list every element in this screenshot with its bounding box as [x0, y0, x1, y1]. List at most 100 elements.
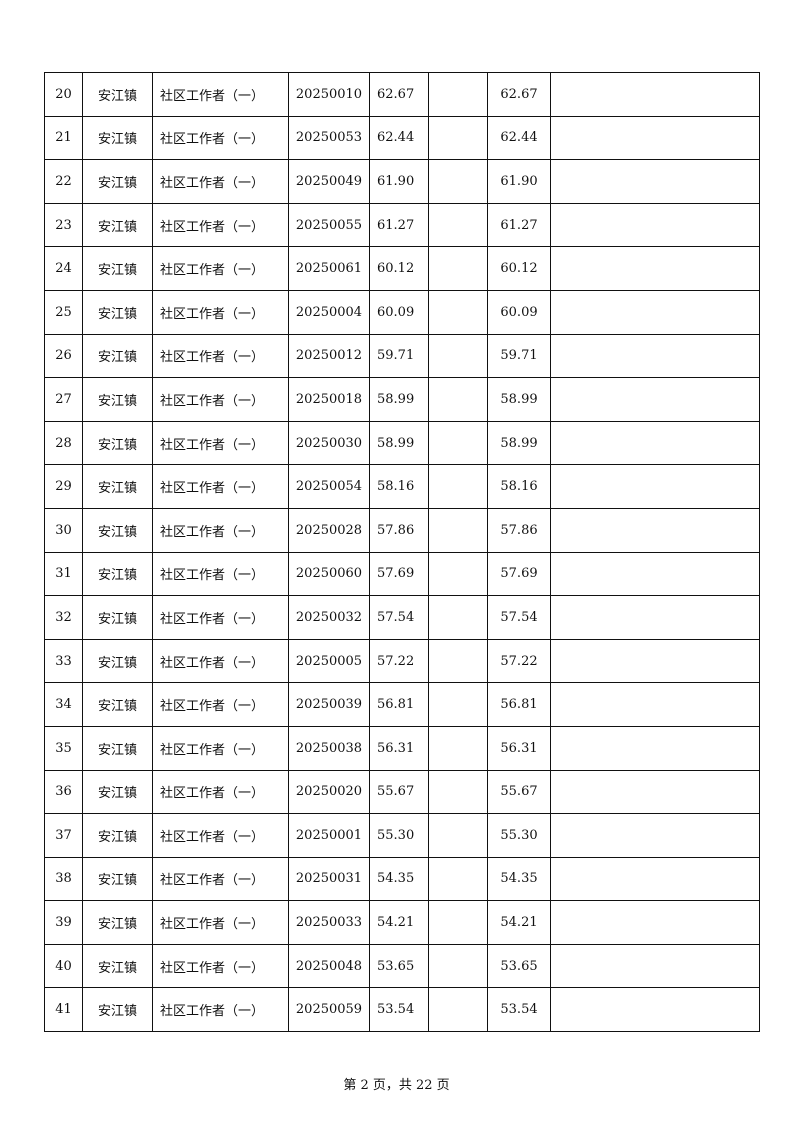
cell-score: 57.86: [369, 507, 429, 553]
cell-row-number: 34: [44, 682, 83, 727]
cell-row-number: 35: [44, 725, 83, 771]
table-row: 40 安江镇 社区工作者（一） 20250048 53.65 53.65: [44, 943, 760, 989]
cell-remarks: [550, 551, 760, 597]
cell-position: 社区工作者（一）: [152, 725, 289, 771]
cell-score: 57.54: [369, 595, 429, 640]
table-row: 20 安江镇 社区工作者（一） 20250010 62.67 62.67: [44, 72, 760, 117]
cell-row-number: 30: [44, 507, 83, 553]
results-table: 20 安江镇 社区工作者（一） 20250010 62.67 62.67 21 安江镇 社区工作…: [44, 72, 760, 1033]
cell-row-number: 33: [44, 638, 83, 684]
cell-total-score: 57.22: [487, 638, 551, 684]
cell-position: 社区工作者（一）: [152, 943, 289, 989]
table-row: 28 安江镇 社区工作者（一） 20250030 58.99 58.99: [44, 420, 760, 466]
cell-remarks: [550, 507, 760, 553]
cell-remarks: [550, 159, 760, 204]
cell-extra-score: [428, 682, 488, 727]
cell-row-number: 31: [44, 551, 83, 597]
cell-exam-id: 20250049: [288, 159, 370, 204]
cell-remarks: [550, 769, 760, 815]
cell-remarks: [550, 464, 760, 509]
cell-total-score: 54.35: [487, 856, 551, 902]
table-row: 23 安江镇 社区工作者（一） 20250055 61.27 61.27: [44, 202, 760, 248]
cell-extra-score: [428, 115, 488, 161]
cell-town: 安江镇: [82, 551, 153, 597]
cell-extra-score: [428, 159, 488, 204]
cell-row-number: 22: [44, 159, 83, 204]
cell-exam-id: 20250010: [288, 72, 370, 117]
table-row: 37 安江镇 社区工作者（一） 20250001 55.30 55.30: [44, 813, 760, 858]
cell-extra-score: [428, 420, 488, 466]
cell-position: 社区工作者（一）: [152, 507, 289, 553]
cell-total-score: 58.16: [487, 464, 551, 509]
cell-exam-id: 20250028: [288, 507, 370, 553]
cell-extra-score: [428, 333, 488, 379]
cell-position: 社区工作者（一）: [152, 72, 289, 117]
cell-town: 安江镇: [82, 987, 153, 1033]
cell-exam-id: 20250055: [288, 202, 370, 248]
cell-remarks: [550, 202, 760, 248]
table-row: 41 安江镇 社区工作者（一） 20250059 53.54 53.54: [44, 987, 760, 1033]
cell-position: 社区工作者（一）: [152, 464, 289, 509]
table-row: 25 安江镇 社区工作者（一） 20250004 60.09 60.09: [44, 289, 760, 335]
cell-remarks: [550, 377, 760, 422]
cell-town: 安江镇: [82, 507, 153, 553]
cell-total-score: 57.86: [487, 507, 551, 553]
cell-position: 社区工作者（一）: [152, 595, 289, 640]
cell-remarks: [550, 333, 760, 379]
cell-score: 54.21: [369, 900, 429, 945]
table-row: 32 安江镇 社区工作者（一） 20250032 57.54 57.54: [44, 595, 760, 640]
cell-score: 56.81: [369, 682, 429, 727]
table-row: 29 安江镇 社区工作者（一） 20250054 58.16 58.16: [44, 464, 760, 509]
cell-total-score: 60.12: [487, 246, 551, 291]
cell-total-score: 60.09: [487, 289, 551, 335]
cell-row-number: 21: [44, 115, 83, 161]
cell-town: 安江镇: [82, 377, 153, 422]
cell-score: 60.09: [369, 289, 429, 335]
cell-extra-score: [428, 813, 488, 858]
cell-row-number: 25: [44, 289, 83, 335]
cell-remarks: [550, 943, 760, 989]
cell-total-score: 56.81: [487, 682, 551, 727]
cell-extra-score: [428, 725, 488, 771]
cell-score: 55.30: [369, 813, 429, 858]
cell-position: 社区工作者（一）: [152, 551, 289, 597]
cell-extra-score: [428, 377, 488, 422]
cell-exam-id: 20250018: [288, 377, 370, 422]
cell-row-number: 36: [44, 769, 83, 815]
cell-position: 社区工作者（一）: [152, 420, 289, 466]
cell-score: 56.31: [369, 725, 429, 771]
cell-position: 社区工作者（一）: [152, 987, 289, 1033]
cell-position: 社区工作者（一）: [152, 813, 289, 858]
cell-score: 59.71: [369, 333, 429, 379]
cell-position: 社区工作者（一）: [152, 638, 289, 684]
table-row: 35 安江镇 社区工作者（一） 20250038 56.31 56.31: [44, 725, 760, 771]
cell-row-number: 41: [44, 987, 83, 1033]
table-row: 36 安江镇 社区工作者（一） 20250020 55.67 55.67: [44, 769, 760, 815]
cell-exam-id: 20250033: [288, 900, 370, 945]
cell-total-score: 61.90: [487, 159, 551, 204]
cell-position: 社区工作者（一）: [152, 900, 289, 945]
cell-town: 安江镇: [82, 943, 153, 989]
cell-position: 社区工作者（一）: [152, 202, 289, 248]
cell-position: 社区工作者（一）: [152, 115, 289, 161]
cell-town: 安江镇: [82, 682, 153, 727]
cell-town: 安江镇: [82, 72, 153, 117]
cell-score: 58.16: [369, 464, 429, 509]
cell-row-number: 38: [44, 856, 83, 902]
cell-position: 社区工作者（一）: [152, 333, 289, 379]
cell-exam-id: 20250048: [288, 943, 370, 989]
cell-exam-id: 20250038: [288, 725, 370, 771]
cell-exam-id: 20250053: [288, 115, 370, 161]
table-row: 24 安江镇 社区工作者（一） 20250061 60.12 60.12: [44, 246, 760, 291]
cell-extra-score: [428, 595, 488, 640]
cell-score: 53.54: [369, 987, 429, 1033]
cell-exam-id: 20250032: [288, 595, 370, 640]
cell-score: 61.90: [369, 159, 429, 204]
cell-exam-id: 20250031: [288, 856, 370, 902]
cell-total-score: 58.99: [487, 377, 551, 422]
cell-extra-score: [428, 943, 488, 989]
cell-score: 57.22: [369, 638, 429, 684]
cell-exam-id: 20250020: [288, 769, 370, 815]
cell-position: 社区工作者（一）: [152, 289, 289, 335]
cell-town: 安江镇: [82, 202, 153, 248]
